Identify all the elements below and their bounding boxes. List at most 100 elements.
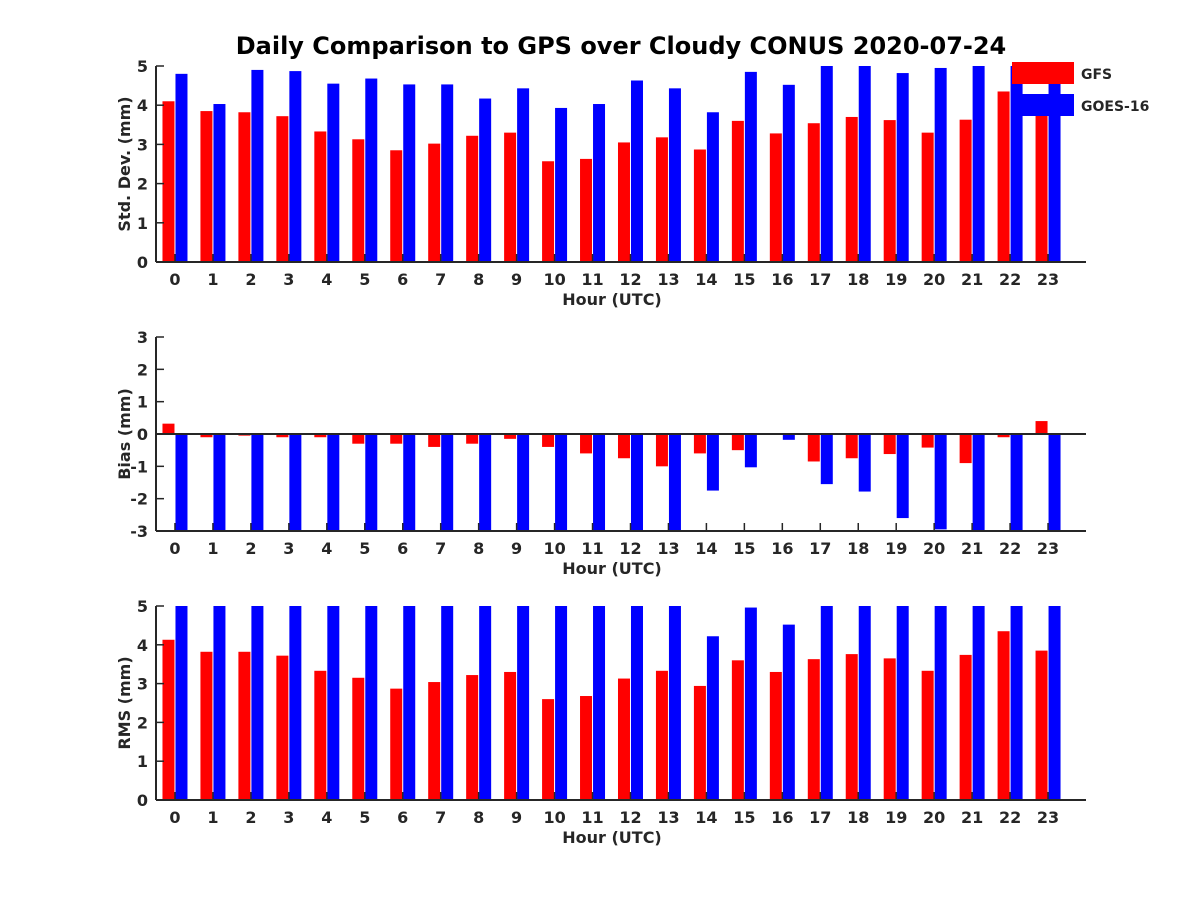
y-tick-label: 3: [137, 675, 148, 694]
bar-goes-16-15: [744, 434, 757, 468]
x-axis-label: Hour (UTC): [562, 828, 662, 847]
x-tick-label: 1: [207, 270, 218, 289]
bar-goes-16-12: [630, 80, 643, 262]
bar-goes-16-15: [744, 71, 757, 262]
x-tick-label: 3: [283, 808, 294, 827]
bar-gfs-4: [314, 131, 327, 262]
bar-gfs-12: [617, 678, 630, 800]
bar-goes-16-12: [630, 606, 643, 800]
x-tick-label: 0: [169, 270, 180, 289]
bar-goes-16-19: [896, 606, 909, 800]
bar-gfs-15: [731, 660, 744, 800]
x-tick-label: 5: [359, 808, 370, 827]
bar-gfs-14: [693, 149, 706, 262]
bar-goes-16-0: [175, 606, 188, 800]
bar-goes-16-8: [479, 98, 492, 262]
bar-goes-16-6: [403, 434, 416, 531]
bar-gfs-7: [428, 143, 441, 262]
bar-gfs-8: [466, 135, 479, 262]
bar-gfs-4: [314, 434, 327, 438]
bar-gfs-12: [617, 142, 630, 262]
x-tick-label: 14: [695, 270, 717, 289]
x-tick-label: 13: [657, 539, 679, 558]
legend-swatch-gfs: [1012, 62, 1074, 84]
bar-gfs-9: [504, 132, 517, 262]
bar-goes-16-10: [555, 606, 568, 800]
x-tick-label: 9: [511, 270, 522, 289]
bar-gfs-20: [921, 670, 934, 800]
bar-goes-16-20: [934, 67, 947, 263]
x-tick-label: 11: [581, 270, 603, 289]
bar-goes-16-16: [782, 84, 795, 262]
bar-gfs-6: [390, 688, 403, 800]
bar-gfs-23: [1035, 421, 1048, 434]
bar-gfs-23: [1035, 111, 1048, 262]
bar-gfs-3: [276, 434, 289, 438]
x-tick-label: 17: [809, 270, 831, 289]
x-tick-label: 19: [885, 539, 907, 558]
bar-gfs-21: [959, 119, 972, 262]
bar-goes-16-16: [782, 434, 795, 440]
x-tick-label: 17: [809, 808, 831, 827]
bar-goes-16-18: [858, 606, 871, 800]
bar-goes-16-2: [251, 434, 264, 531]
bar-goes-16-4: [327, 606, 340, 800]
x-tick-label: 5: [359, 270, 370, 289]
bar-gfs-0: [162, 101, 175, 262]
y-tick-label: 1: [137, 214, 148, 233]
bar-goes-16-6: [403, 606, 416, 800]
bar-gfs-17: [807, 434, 820, 462]
x-tick-label: 2: [245, 539, 256, 558]
bar-gfs-18: [845, 654, 858, 800]
x-tick-label: 2: [245, 270, 256, 289]
bar-gfs-4: [314, 670, 327, 800]
bar-goes-16-21: [972, 606, 985, 800]
x-tick-label: 5: [359, 539, 370, 558]
bar-gfs-10: [542, 699, 555, 800]
y-tick-label: 0: [137, 425, 148, 444]
bar-gfs-12: [617, 434, 630, 459]
y-tick-label: -1: [130, 457, 148, 476]
bar-goes-16-2: [251, 69, 264, 262]
bar-gfs-13: [655, 137, 668, 262]
bar-gfs-5: [352, 434, 365, 444]
x-tick-label: 22: [999, 270, 1021, 289]
bar-gfs-13: [655, 434, 668, 467]
x-tick-label: 10: [543, 539, 565, 558]
bar-goes-16-19: [896, 73, 909, 262]
bar-gfs-11: [580, 696, 593, 800]
x-tick-label: 13: [657, 808, 679, 827]
bar-goes-16-0: [175, 434, 188, 531]
bar-gfs-18: [845, 434, 858, 459]
x-tick-label: 18: [847, 808, 869, 827]
bar-gfs-21: [959, 434, 972, 464]
bar-goes-16-23: [1048, 606, 1061, 800]
x-tick-label: 19: [885, 270, 907, 289]
bar-goes-16-5: [365, 606, 378, 800]
bar-gfs-11: [580, 434, 593, 454]
bar-goes-16-20: [934, 434, 947, 530]
bar-goes-16-1: [213, 104, 226, 263]
x-tick-label: 10: [543, 808, 565, 827]
bar-goes-16-11: [593, 104, 606, 263]
y-tick-label: 0: [137, 253, 148, 272]
bar-goes-16-12: [630, 434, 643, 531]
x-tick-label: 20: [923, 270, 945, 289]
x-tick-label: 8: [473, 539, 484, 558]
x-tick-label: 4: [321, 539, 332, 558]
bar-gfs-7: [428, 682, 441, 800]
bar-goes-16-7: [441, 606, 454, 800]
bar-gfs-2: [238, 651, 251, 800]
bar-goes-16-14: [706, 112, 719, 262]
y-tick-label: 5: [137, 597, 148, 616]
bar-goes-16-15: [744, 607, 757, 800]
y-axis-label: RMS (mm): [115, 656, 134, 749]
legend-swatch-goes-16: [1012, 94, 1074, 116]
bar-gfs-6: [390, 434, 403, 444]
y-tick-label: 1: [137, 752, 148, 771]
bar-goes-16-9: [517, 434, 530, 531]
x-tick-label: 11: [581, 539, 603, 558]
bar-gfs-19: [883, 120, 896, 262]
y-tick-label: 3: [137, 135, 148, 154]
